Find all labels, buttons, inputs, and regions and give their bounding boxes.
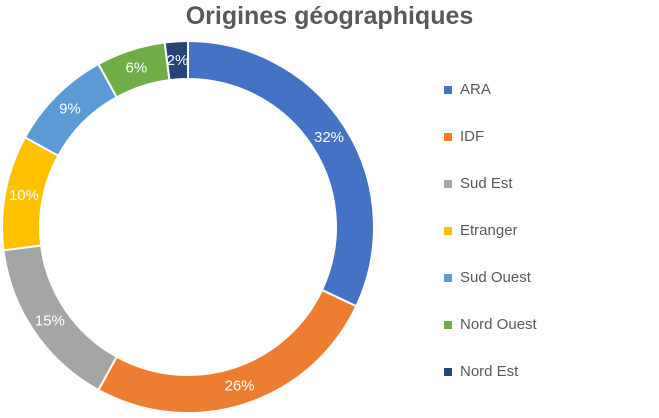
data-label-nord-ouest: 6% — [126, 60, 148, 77]
legend-swatch — [444, 133, 452, 141]
data-label-ara: 32% — [314, 129, 344, 146]
legend-label: Sud Est — [460, 175, 513, 192]
data-label-nord-est: 2% — [167, 52, 189, 69]
chart-title: Origines géographiques — [185, 2, 474, 30]
legend-label: IDF — [460, 128, 485, 145]
donut-slice-ara — [187, 39, 375, 308]
donut-slice-nord-est — [163, 39, 189, 82]
legend-label: Etranger — [460, 222, 518, 239]
data-label-etranger: 10% — [9, 187, 39, 204]
legend-swatch — [444, 368, 452, 376]
data-label-sud-est: 15% — [35, 312, 65, 329]
legend-swatch — [444, 180, 452, 188]
legend-label: ARA — [460, 81, 491, 98]
donut-slice-idf — [97, 288, 358, 414]
legend-label: Nord Est — [460, 363, 519, 380]
legend-label: Sud Ouest — [460, 269, 531, 286]
legend-swatch — [444, 227, 452, 235]
legend-swatch — [444, 274, 452, 282]
legend-swatch — [444, 86, 452, 94]
data-label-idf: 26% — [225, 377, 255, 394]
legend-swatch — [444, 321, 452, 329]
legend-label: Nord Ouest — [460, 316, 537, 333]
data-label-sud-ouest: 9% — [59, 100, 81, 117]
